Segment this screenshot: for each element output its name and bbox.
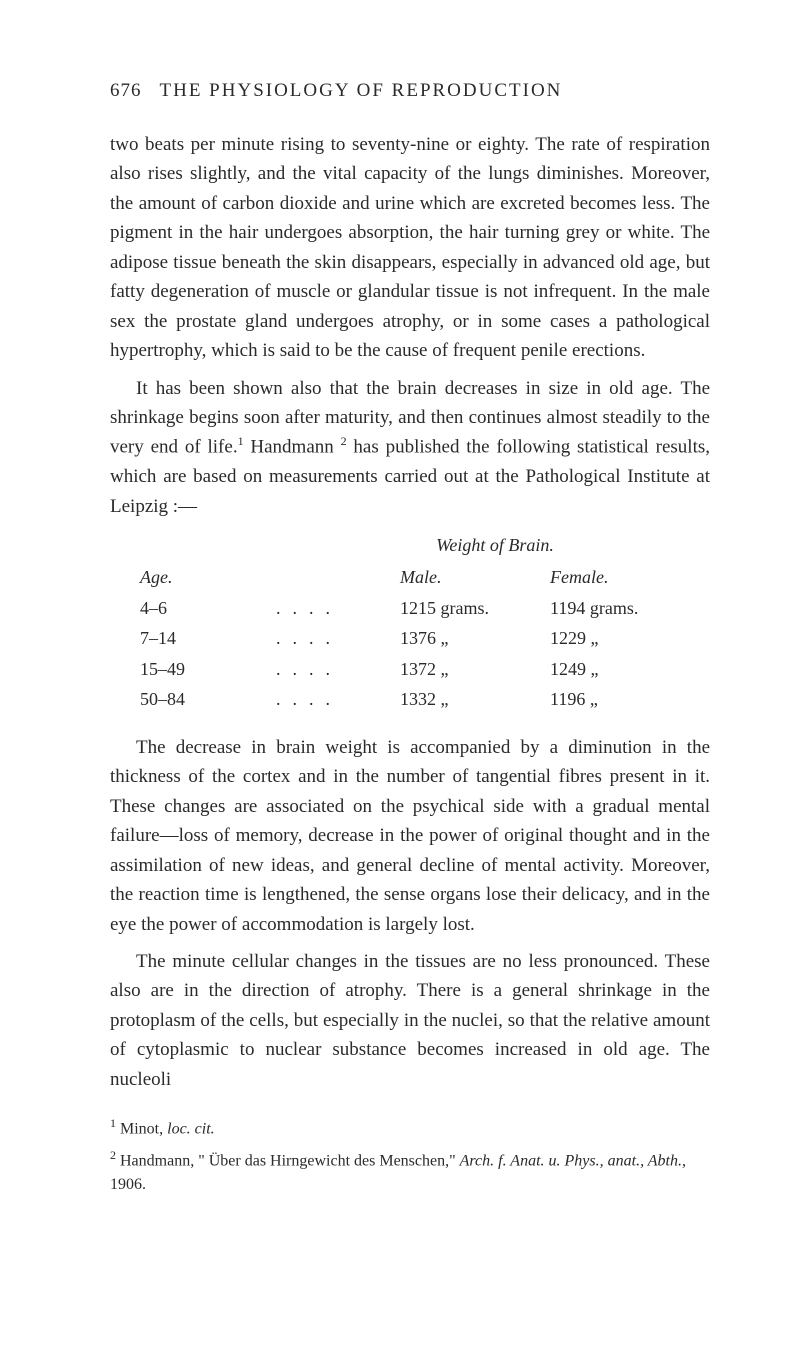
cell-age: 15–49	[140, 654, 270, 685]
p2-text-b: Handmann	[244, 437, 341, 458]
cell-female: 1249 „	[550, 654, 710, 685]
footnote-text: Minot,	[116, 1121, 167, 1138]
table-header-row: Age. Male. Female.	[140, 562, 710, 593]
page-title: THE PHYSIOLOGY OF REPRODUCTION	[160, 80, 563, 102]
footnote-citation: loc. cit.	[167, 1121, 215, 1138]
table-row: 15–49 .... 1372 „ 1249 „	[140, 654, 710, 685]
cell-male: 1372 „	[400, 654, 550, 685]
cell-female: 1196 „	[550, 684, 710, 715]
cell-male: 1215 grams.	[400, 593, 550, 624]
cell-age: 50–84	[140, 684, 270, 715]
page-header: 676 THE PHYSIOLOGY OF REPRODUCTION	[110, 80, 710, 102]
body-paragraph-1: two beats per minute rising to seventy-n…	[110, 130, 710, 366]
cell-dots: ....	[270, 654, 400, 685]
cell-male: 1376 „	[400, 623, 550, 654]
table-caption-row: Weight of Brain.	[140, 535, 710, 556]
body-paragraph-3: The decrease in brain weight is accompan…	[110, 733, 710, 939]
footnotes: 1 Minot, loc. cit. 2 Handmann, " Über da…	[110, 1114, 710, 1197]
footnote-text: Handmann, " Über das Hirngewicht des Men…	[116, 1152, 460, 1169]
table-caption: Weight of Brain.	[436, 535, 554, 556]
footnote-1: 1 Minot, loc. cit.	[110, 1114, 710, 1141]
table-row: 4–6 .... 1215 grams. 1194 grams.	[140, 593, 710, 624]
cell-dots: ....	[270, 684, 400, 715]
table-header-female: Female.	[550, 562, 710, 593]
table-header-spacer	[270, 562, 400, 593]
footnote-citation: Arch. f. Anat. u. Phys., anat., Abth.	[460, 1152, 682, 1169]
table-row: 7–14 .... 1376 „ 1229 „	[140, 623, 710, 654]
cell-male: 1332 „	[400, 684, 550, 715]
cell-age: 4–6	[140, 593, 270, 624]
table-header-male: Male.	[400, 562, 550, 593]
page-number: 676	[110, 80, 142, 102]
footnote-2: 2 Handmann, " Über das Hirngewicht des M…	[110, 1146, 710, 1197]
table-header-age: Age.	[140, 562, 270, 593]
body-paragraph-2: It has been shown also that the brain de…	[110, 374, 710, 522]
cell-dots: ....	[270, 623, 400, 654]
cell-female: 1229 „	[550, 623, 710, 654]
cell-age: 7–14	[140, 623, 270, 654]
table-row: 50–84 .... 1332 „ 1196 „	[140, 684, 710, 715]
body-paragraph-4: The minute cellular changes in the tissu…	[110, 947, 710, 1094]
cell-dots: ....	[270, 593, 400, 624]
cell-female: 1194 grams.	[550, 593, 710, 624]
brain-weight-table: Weight of Brain. Age. Male. Female. 4–6 …	[110, 535, 710, 715]
